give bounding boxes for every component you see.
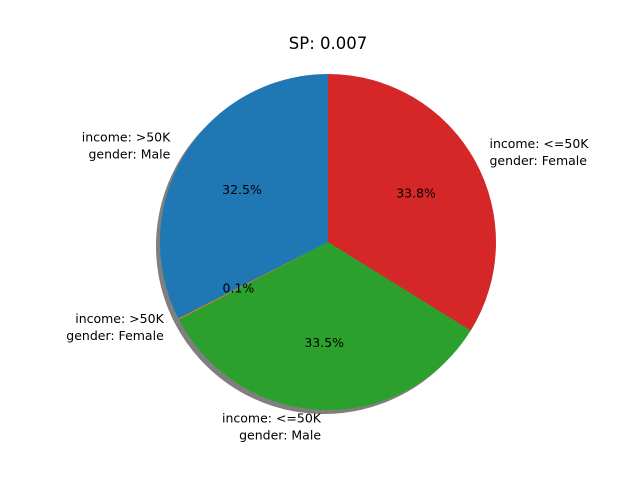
pie-percent-labels: 32.5% 0.1% 33.5% 33.8%	[222, 182, 436, 350]
slice-label-income-50k-gender-female: income: >50K gender: Female	[66, 311, 164, 343]
slice-label-income-50k-gender-male: income: <=50K gender: Male	[222, 411, 322, 443]
pie-slices	[160, 74, 497, 410]
slice-label-line: income: >50K	[75, 311, 164, 326]
slice-label-income-50k-gender-male: income: >50K gender: Male	[82, 130, 171, 162]
slice-label-line: gender: Male	[239, 428, 321, 443]
slice-label-line: gender: Female	[489, 153, 587, 168]
slice-label-line: income: >50K	[82, 130, 171, 145]
slice-label-line: income: <=50K	[489, 136, 589, 151]
pie-slice-labels: income: >50K gender: Male income: >50K gend…	[66, 130, 589, 443]
slice-label-line: gender: Female	[66, 328, 164, 343]
slice-label-line: gender: Male	[88, 147, 170, 162]
pct-label-income-50k-gender-female: 0.1%	[223, 281, 255, 296]
slice-label-line: income: <=50K	[222, 411, 322, 426]
pie-slice-income-50k-gender-male	[178, 242, 471, 410]
chart-title: SP: 0.007	[289, 34, 367, 53]
pct-label-income-50k-gender-male: 32.5%	[222, 182, 262, 197]
pct-label-income-50k-gender-male: 33.5%	[304, 335, 344, 350]
pie-slice-income-50k-gender-female	[178, 242, 328, 320]
pie-slice-income-50k-gender-female	[328, 74, 497, 331]
slice-label-income-50k-gender-female: income: <=50K gender: Female	[489, 136, 589, 168]
pie-slice-income-50k-gender-male	[160, 74, 328, 319]
pct-label-income-50k-gender-female: 33.8%	[396, 185, 436, 200]
